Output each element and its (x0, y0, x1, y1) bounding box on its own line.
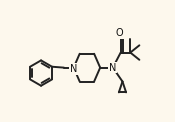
Text: N: N (70, 64, 77, 74)
Text: N: N (109, 63, 117, 73)
Text: O: O (116, 28, 123, 38)
